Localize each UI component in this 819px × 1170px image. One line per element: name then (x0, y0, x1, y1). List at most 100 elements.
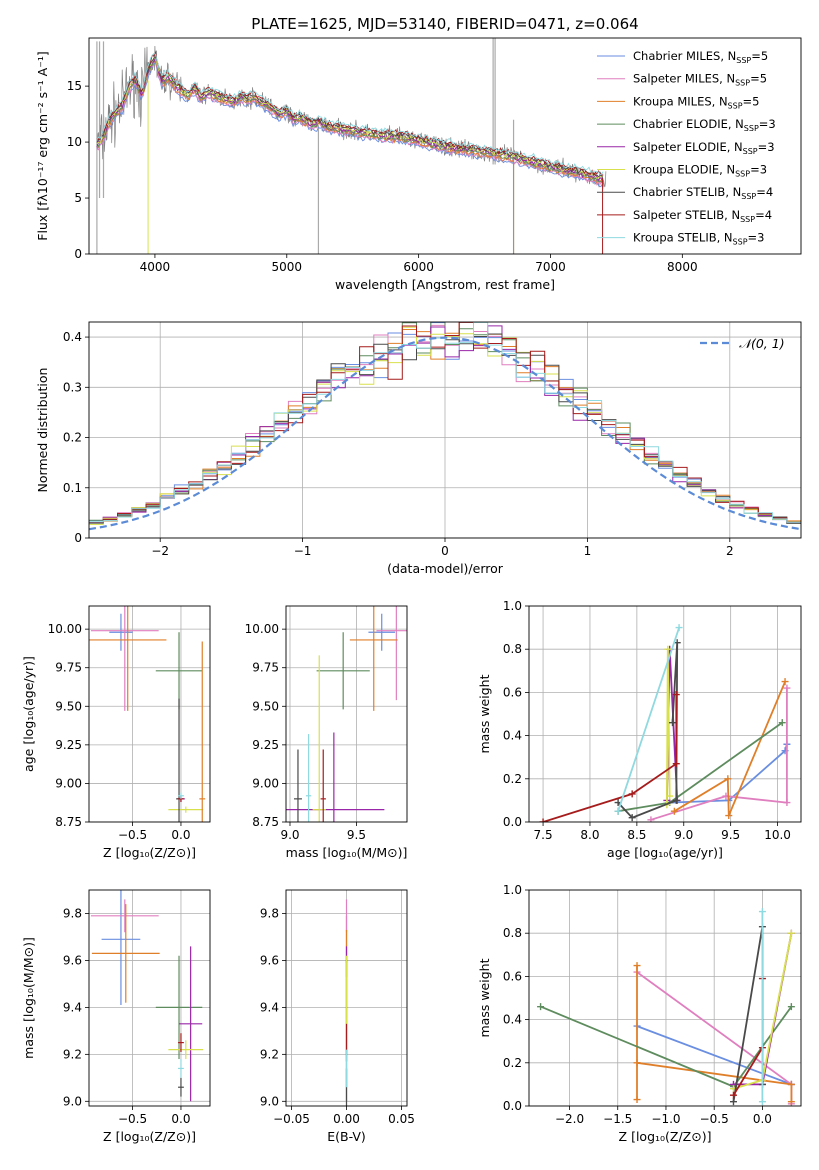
y-tick-label: 0.2 (63, 431, 82, 445)
legend-subscript: SSP (735, 170, 750, 179)
plot-frame (528, 889, 802, 1107)
x-tick-label: 0.05 (388, 1112, 415, 1126)
errorbar-kroupa-elodie (168, 806, 204, 813)
weight-marker (614, 807, 622, 815)
legend-count: =4 (755, 208, 772, 222)
legend-label: Kroupa ELODIE, NSSP=3 (633, 163, 767, 179)
x-axis-label: mass [log₁₀(M/M⊙)] (286, 845, 408, 860)
y-tick-label: 9.6 (260, 953, 279, 967)
weight-marker (672, 691, 680, 699)
plot-content (89, 322, 801, 538)
legend-label: Salpeter MILES, NSSP=5 (633, 72, 767, 88)
errorbar-salpeter-stelib (320, 749, 326, 822)
x-tick-label: 1 (584, 544, 592, 558)
weight-marker (781, 678, 789, 686)
weight-marker (787, 1003, 795, 1011)
plot-area (529, 606, 801, 822)
y-tick-label: 0.4 (503, 1013, 522, 1027)
errorbar-salpeter-miles (376, 606, 407, 701)
y-tick-label: 0.4 (503, 729, 522, 743)
y-axis-label: mass [log₁₀(M/M⊙)] (21, 937, 36, 1059)
weight-marker (664, 645, 672, 653)
y-axis-label: age [log₁₀(age/yr)] (21, 656, 36, 772)
plot-content (89, 606, 210, 822)
legend-subscript: SSP (728, 101, 743, 110)
x-axis-label: Z [log₁₀(Z/Z⊙)] (619, 1129, 712, 1144)
legend-count: =5 (743, 94, 760, 108)
y-tick-label: 10 (67, 135, 82, 149)
weight-marker (729, 1091, 737, 1099)
y-axis-label: Normed distribution (35, 368, 50, 493)
errorbar-chabrier-miles (368, 613, 396, 651)
legend-subscript: SSP (743, 147, 758, 156)
weight-marker (758, 908, 766, 916)
legend-subscript: SSP (740, 215, 755, 224)
weight-series-kroupa-stelib (758, 908, 766, 1106)
y-tick-label: 9.25 (252, 738, 279, 752)
weight-marker (783, 684, 791, 692)
weight-marker (787, 929, 795, 937)
weight-marker (672, 760, 680, 768)
errorbar-chabrier-elodie (155, 955, 203, 1060)
weight-marker (725, 812, 733, 820)
weight-series-kroupa-miles (633, 962, 795, 1106)
panel-age-vs-Z: −0.5 0.0 8.75 9.00 9.25 9.50 9.75 10.00 Z [log₁₀… (21, 605, 211, 860)
weight-marker (787, 1080, 795, 1088)
x-tick-label: 0.00 (333, 1112, 360, 1126)
weight-marker (675, 624, 683, 632)
plot-area (286, 606, 407, 822)
legend-label: Salpeter STELIB, NSSP=4 (633, 208, 772, 224)
figure-title: PLATE=1625, MJD=53140, FIBERID=0471, z=0… (251, 15, 638, 33)
x-axis-label: Z [log₁₀(Z/Z⊙)] (103, 845, 196, 860)
y-axis-label: mass weight (477, 958, 492, 1037)
y-tick-label: 0.6 (503, 685, 522, 699)
plot-frame (285, 605, 408, 823)
x-tick-label: −1.0 (651, 1112, 680, 1126)
x-tick-label: −1.5 (603, 1112, 632, 1126)
y-tick-label: 9.0 (63, 1094, 82, 1108)
weight-marker (633, 1059, 641, 1067)
weight-marker (647, 816, 655, 822)
x-axis-label: age [log₁₀(age/yr)] (607, 845, 723, 860)
weight-marker (633, 1096, 641, 1104)
legend-subscript: SSP (735, 79, 750, 88)
weight-marker (628, 814, 636, 822)
errorbar-kroupa-miles (349, 606, 398, 711)
y-tick-label: 9.0 (260, 1094, 279, 1108)
x-tick-label: 7.5 (534, 828, 553, 842)
weight-marker (670, 807, 678, 815)
x-tick-label: 0 (441, 544, 449, 558)
y-tick-label: 0 (74, 531, 82, 545)
weight-series-salpeter-miles (647, 684, 791, 822)
x-tick-label: 2 (726, 544, 734, 558)
panel-weight-vs-age: 7.5 8.0 8.5 9.0 9.5 10.0 0.0 0.2 0.4 0.6 0.8 1.0 age… (477, 599, 802, 860)
y-tick-label: 9.4 (260, 1000, 279, 1014)
plot-content (286, 606, 407, 822)
x-tick-label: 9.5 (347, 828, 366, 842)
errorbar-salpeter-elodie (179, 946, 203, 1102)
plot-frame (88, 605, 211, 823)
legend-count: =3 (759, 117, 776, 131)
legend-label: Salpeter ELODIE, NSSP=3 (633, 140, 775, 156)
x-tick-label: 6000 (403, 260, 434, 274)
x-tick-label: 9.5 (721, 828, 740, 842)
y-tick-label: 10.00 (48, 622, 82, 636)
weight-marker (628, 790, 636, 798)
x-tick-label: −2 (151, 544, 169, 558)
x-tick-label: 8.0 (580, 828, 599, 842)
plot-area (89, 890, 210, 1106)
y-tick-label: 8.75 (55, 815, 82, 829)
y-tick-label: 0.1 (63, 481, 82, 495)
weight-marker (778, 719, 786, 727)
weight-line (542, 694, 678, 822)
y-tick-label: 9.50 (252, 699, 279, 713)
errorbar-chabrier-miles (109, 613, 133, 651)
y-tick-label: 0.4 (63, 330, 82, 344)
errorbar-kroupa-miles (199, 641, 206, 822)
legend-subscript: SSP (733, 238, 748, 247)
x-axis-label: (data-model)/error (387, 561, 504, 576)
weight-marker (537, 1003, 545, 1011)
plot-content (529, 606, 801, 822)
weight-marker (633, 962, 641, 970)
model-spectrum-kroupa-stelib (96, 52, 604, 175)
